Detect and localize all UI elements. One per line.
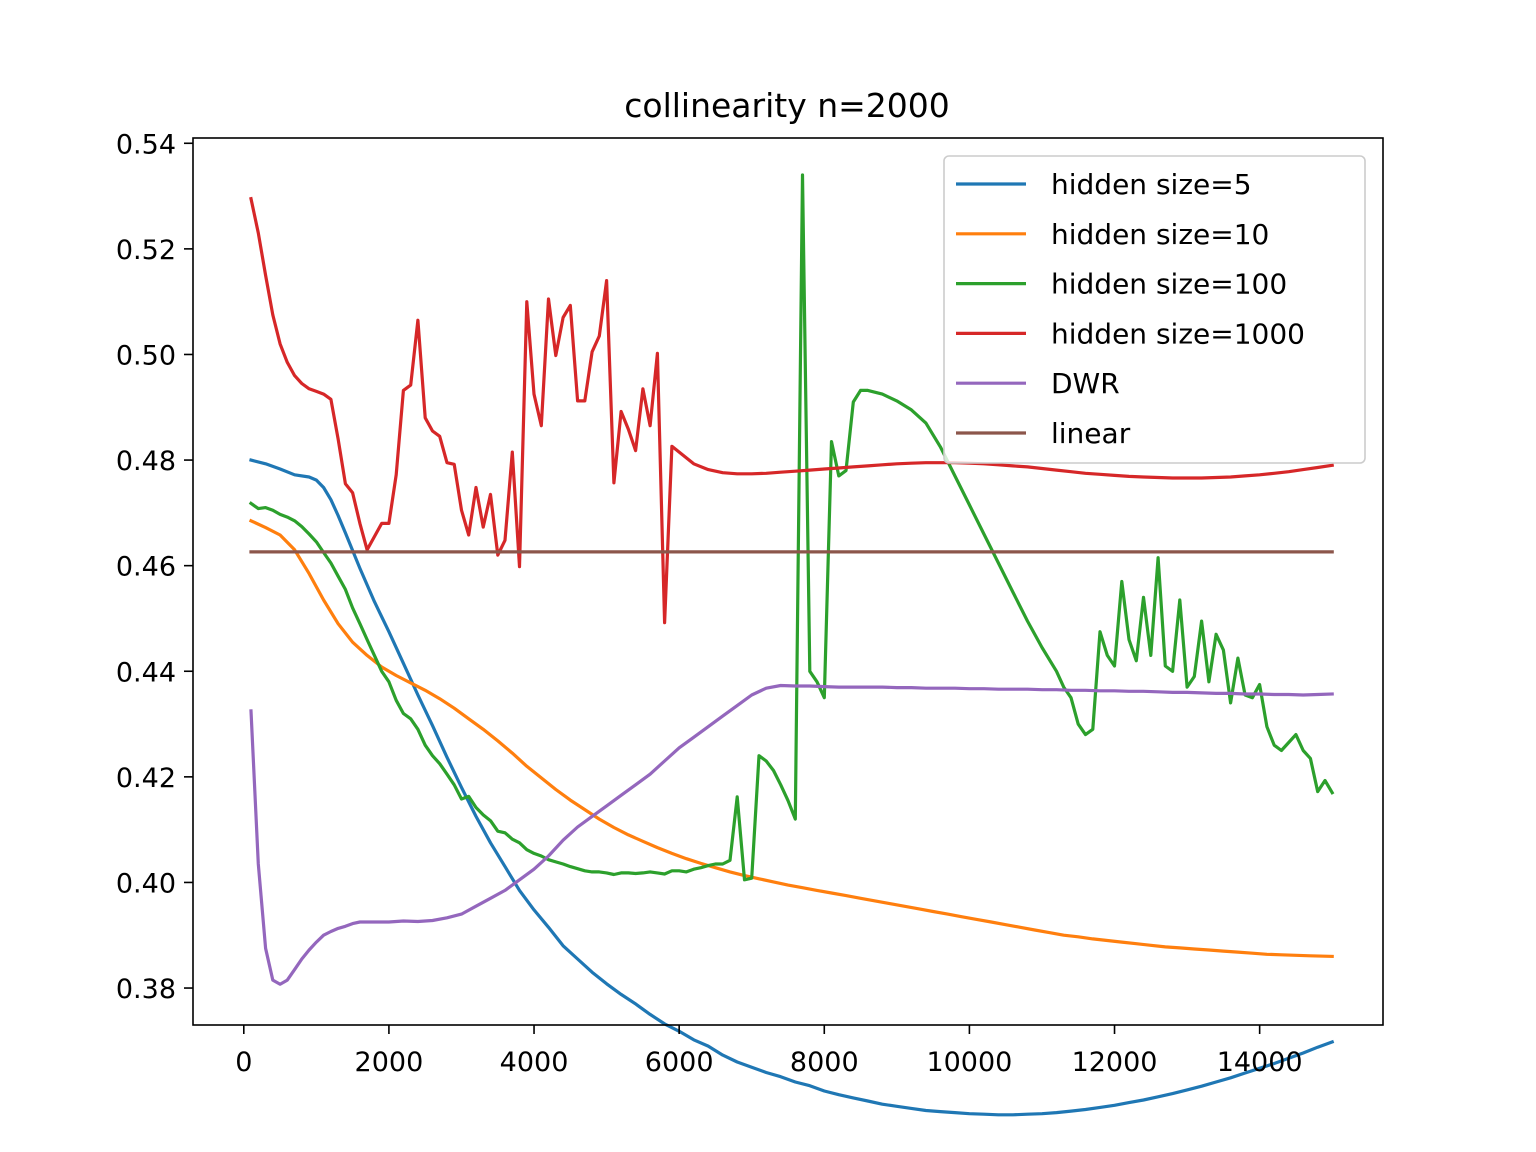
y-tick-label: 0.48 — [116, 446, 176, 477]
series-line-hidden-size-100 — [248, 173, 1335, 882]
legend-label-linear: linear — [1051, 417, 1131, 450]
y-tick-label: 0.50 — [116, 340, 176, 371]
y-tick-label: 0.40 — [116, 868, 176, 899]
x-axis: 0 2000 4000 6000 8000 10000 12000 14000 — [235, 1025, 1303, 1078]
legend-label-dwr: DWR — [1051, 367, 1120, 400]
y-tick-label: 0.52 — [116, 235, 176, 266]
legend-label-hidden-size-10: hidden size=10 — [1051, 218, 1269, 251]
x-tick-label: 0 — [235, 1047, 252, 1078]
x-tick-label: 10000 — [926, 1047, 1012, 1078]
series-line-hidden-size-10 — [248, 518, 1334, 959]
x-tick-label: 2000 — [355, 1047, 424, 1078]
series-line-hidden-size-5 — [249, 458, 1335, 1117]
x-tick-label: 4000 — [500, 1047, 569, 1078]
series-line-hidden-size-1000 — [249, 196, 1335, 625]
legend-label-hidden-size-5: hidden size=5 — [1051, 168, 1252, 201]
legend: hidden size=5 hidden size=10 hidden size=1… — [943, 155, 1366, 464]
y-tick-label: 0.44 — [116, 657, 176, 688]
series-layer — [248, 173, 1335, 1117]
legend-label-hidden-size-100: hidden size=100 — [1051, 268, 1287, 301]
y-tick-label: 0.42 — [116, 763, 176, 794]
legend-box — [943, 155, 1366, 464]
y-tick-label: 0.46 — [116, 552, 176, 583]
chart-title: collinearity n=2000 — [624, 86, 950, 125]
y-tick-label: 0.54 — [116, 129, 176, 160]
legend-label-hidden-size-1000: hidden size=1000 — [1051, 317, 1305, 350]
x-tick-label: 8000 — [790, 1047, 859, 1078]
series-line-dwr — [249, 683, 1334, 986]
x-tick-label: 14000 — [1217, 1047, 1303, 1078]
x-tick-label: 12000 — [1072, 1047, 1158, 1078]
x-tick-label: 6000 — [645, 1047, 714, 1078]
plot-frame — [192, 137, 1384, 1026]
y-tick-label: 0.38 — [116, 974, 176, 1005]
y-axis: 0.38 0.40 0.42 0.44 0.46 0.48 0.50 0.52 0.54 — [116, 129, 193, 1005]
